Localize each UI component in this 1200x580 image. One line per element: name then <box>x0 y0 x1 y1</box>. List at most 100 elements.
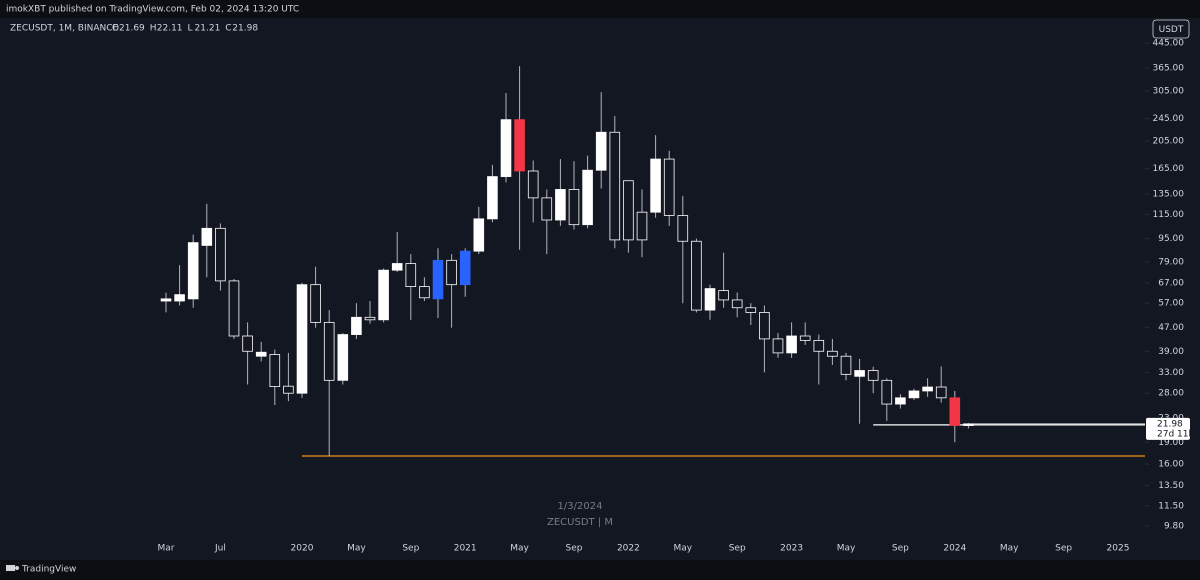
candle-body <box>935 386 947 399</box>
y-tick-label: 19.00 <box>1158 438 1184 448</box>
candle-body <box>459 250 471 286</box>
brand: TradingView <box>21 565 76 575</box>
candle-body <box>337 334 349 381</box>
x-tick-label: Sep <box>566 544 583 554</box>
candle-body <box>432 259 444 300</box>
x-tick-label: May <box>510 544 529 554</box>
candle-body <box>663 158 675 216</box>
x-tick-label: May <box>347 544 366 554</box>
candle-body <box>269 354 281 388</box>
candle-body <box>351 316 362 335</box>
candle-body <box>650 158 661 213</box>
y-tick-label: 115.00 <box>1153 210 1185 220</box>
candle-body <box>255 351 267 357</box>
x-tick-label: Sep <box>402 544 419 554</box>
countdown: 27d 11h <box>1157 429 1194 439</box>
currency[interactable]: USDT <box>1159 25 1184 35</box>
candle-body <box>446 259 457 286</box>
candle-body <box>187 242 199 300</box>
candle-body <box>419 286 430 299</box>
candle-body <box>541 197 553 221</box>
brand-logo: TradingView <box>6 565 76 575</box>
candle-body <box>514 119 525 172</box>
y-tick-label: 9.80 <box>1164 522 1184 532</box>
top-bar <box>0 0 1200 18</box>
y-tick-label: 245.00 <box>1153 114 1185 124</box>
watermark: 1/3/2024 <box>558 501 603 512</box>
ohlc-letter: C <box>225 24 231 34</box>
price-label: 21.98 <box>1157 419 1183 429</box>
x-tick-label: Mar <box>158 544 175 554</box>
candle-body <box>582 169 593 226</box>
y-tick-label: 79.00 <box>1158 257 1184 267</box>
candle-body <box>242 335 253 352</box>
y-tick-label: 16.00 <box>1158 460 1184 470</box>
candle-body <box>813 339 825 352</box>
candle-body <box>500 119 512 177</box>
candle-body <box>623 180 634 241</box>
candle-body <box>473 218 485 252</box>
x-tick-label: Sep <box>729 544 746 554</box>
y-tick-label: 365.00 <box>1153 64 1185 74</box>
candle-body <box>283 385 294 394</box>
candle-body <box>310 284 321 323</box>
candle-body <box>364 316 376 321</box>
y-tick-label: 11.50 <box>1158 501 1184 511</box>
y-tick-label: 165.00 <box>1153 164 1185 174</box>
candle-body <box>772 338 784 354</box>
y-tick-label: 57.00 <box>1158 299 1184 309</box>
y-tick-label: 305.00 <box>1153 86 1185 96</box>
x-tick-label: Sep <box>1055 544 1072 554</box>
candle-body <box>568 189 580 226</box>
ohlc-letter: O <box>112 24 119 34</box>
currency-box[interactable] <box>1152 19 1190 39</box>
y-tick-label: 47.00 <box>1158 323 1184 333</box>
candle-body <box>378 269 389 321</box>
candle-body <box>215 227 226 282</box>
x-tick-label: 2021 <box>454 544 477 554</box>
ohlc-value: 21.98 <box>232 24 258 34</box>
candle-body <box>786 335 797 354</box>
y-tick-label: 33.00 <box>1158 368 1184 378</box>
candle-body <box>745 307 757 313</box>
x-tick-label: 2020 <box>291 544 314 554</box>
legend: ZECUSDT, 1M, BINANCE O 21.69 H 22.11 L 21.21 C… <box>10 24 258 34</box>
y-tick-label: 28.00 <box>1158 389 1184 399</box>
y-tick-label: 13.50 <box>1158 481 1184 491</box>
y-tick-label: 95.00 <box>1158 234 1184 244</box>
candle-body <box>718 290 729 301</box>
x-tick-label: May <box>837 544 856 554</box>
candle-body <box>555 189 566 221</box>
candle-body <box>636 211 648 241</box>
y-tick-label: 135.00 <box>1153 190 1185 200</box>
candle-body <box>228 280 240 337</box>
price-label-box <box>1146 417 1190 440</box>
x-tick-label: 2022 <box>617 544 640 554</box>
candle-body <box>854 370 865 377</box>
logo-shape <box>6 565 15 571</box>
candle-body <box>595 131 607 171</box>
y-tick-label: 39.00 <box>1158 347 1184 357</box>
y-tick-label: 67.00 <box>1158 278 1184 288</box>
candle-body <box>704 288 716 311</box>
candle-body <box>881 379 893 405</box>
candle-body <box>731 299 743 309</box>
candle-body <box>867 370 879 381</box>
ohlc-value: 21.69 <box>119 24 145 34</box>
x-tick-label: 2025 <box>1107 544 1130 554</box>
candle-body <box>609 131 621 241</box>
candle-body <box>391 263 403 271</box>
candle-body <box>487 176 498 220</box>
x-tick-label: 2024 <box>943 544 966 554</box>
candle-body <box>201 227 213 246</box>
candle-body <box>677 215 689 242</box>
published-note: imokXBT published on TradingView.com, Fe… <box>6 5 299 15</box>
logo-shape <box>15 566 19 570</box>
y-tick-label: 205.00 <box>1153 137 1185 147</box>
x-tick-label: Jul <box>214 544 226 554</box>
candle-body <box>840 355 852 375</box>
x-tick-label: May <box>1000 544 1019 554</box>
